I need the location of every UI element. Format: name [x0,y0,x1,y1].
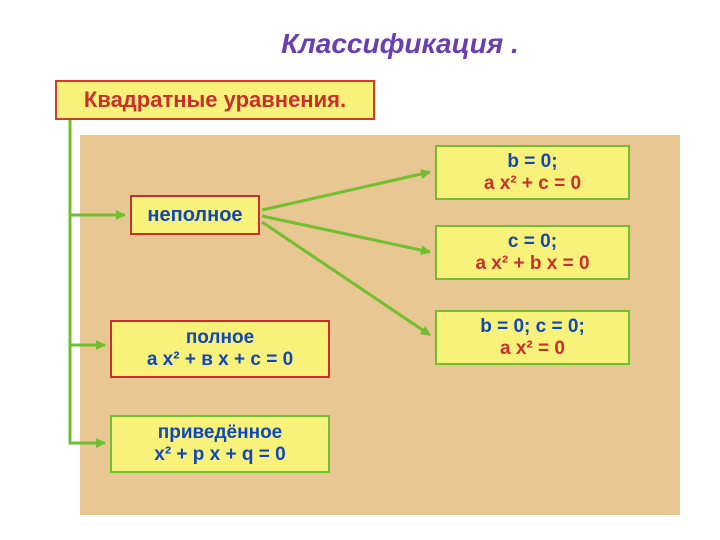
case-c0-box: c = 0; а х² + b х = 0 [435,225,630,280]
slide-title: Классификация . [250,28,550,60]
slide-stage: Классификация . Квадратные уравнения. не… [0,0,720,540]
case-b0-formula: а х² + с = 0 [484,173,581,195]
case-b0-cond: b = 0; [484,151,581,173]
complete-label: полное [147,327,293,349]
case-bc0-formula: а х² = 0 [480,338,585,360]
incomplete-box: неполное [130,195,260,235]
monic-box: приведённое х² + p х + q = 0 [110,415,330,473]
complete-formula: а х² + в х + с = 0 [147,349,293,371]
header-box: Квадратные уравнения. [55,80,375,120]
header-text: Квадратные уравнения. [84,87,346,113]
incomplete-label: неполное [147,204,242,227]
monic-formula: х² + p х + q = 0 [154,444,285,466]
case-bc0-cond: b = 0; c = 0; [480,316,585,338]
case-bc0-box: b = 0; c = 0; а х² = 0 [435,310,630,365]
case-c0-formula: а х² + b х = 0 [475,253,589,275]
case-b0-box: b = 0; а х² + с = 0 [435,145,630,200]
complete-box: полное а х² + в х + с = 0 [110,320,330,378]
case-c0-cond: c = 0; [475,231,589,253]
monic-label: приведённое [154,422,285,444]
